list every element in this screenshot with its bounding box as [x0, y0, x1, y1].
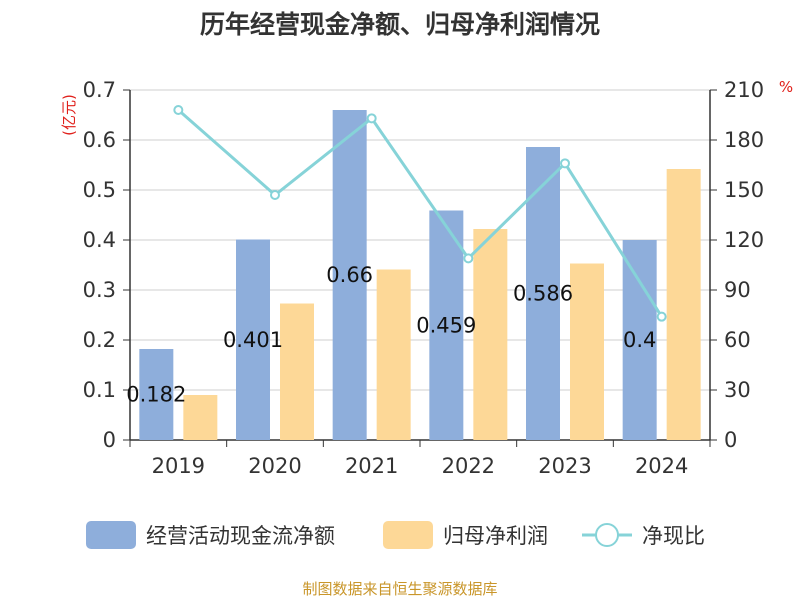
legend-label: 归母净利润: [443, 524, 548, 548]
left-axis-unit: (亿元): [60, 94, 78, 136]
bar: [666, 169, 701, 440]
data-label: 0.459: [416, 313, 476, 337]
bar: [332, 110, 367, 440]
source-note: 制图数据来自恒生聚源数据库: [302, 580, 497, 598]
right-axis-unit: %: [779, 78, 793, 96]
right-axis-tick-label: 150: [724, 178, 764, 202]
bar: [429, 210, 464, 440]
bar: [473, 229, 508, 440]
bars: [139, 110, 701, 440]
x-axis-tick-label: 2020: [248, 454, 301, 478]
data-label: 0.401: [223, 328, 283, 352]
right-axis-tick-label: 210: [724, 78, 764, 102]
right-axis-tick-label: 120: [724, 228, 764, 252]
x-axis-tick-label: 2024: [635, 454, 688, 478]
data-label: 0.182: [126, 383, 186, 407]
legend-marker: [595, 523, 619, 547]
x-axis-tick-label: 2021: [345, 454, 398, 478]
right-axis-tick-label: 60: [724, 328, 751, 352]
axes: 0 0 0.1 30 0.2 60 0.3 90 0.4 120 0.5 150 0.6 180 0.7 21…: [83, 78, 765, 478]
data-label: 0.4: [623, 328, 656, 352]
x-axis-tick-label: 2019: [152, 454, 205, 478]
bar: [236, 239, 270, 440]
left-axis-tick-label: 0.7: [83, 78, 116, 102]
x-axis-tick-label: 2023: [538, 454, 591, 478]
left-axis-tick-label: 0.5: [83, 178, 116, 202]
bar: [280, 303, 314, 440]
legend-swatch: [383, 521, 433, 549]
bar: [183, 395, 218, 440]
data-label: 0.66: [326, 263, 373, 287]
left-axis-tick-label: 0.2: [83, 328, 116, 352]
line-point: [656, 311, 667, 322]
line-point: [173, 105, 184, 115]
line-point: [560, 158, 570, 169]
data-label: 0.586: [513, 282, 573, 306]
bar: [139, 349, 174, 440]
bar: [622, 240, 657, 440]
series-line: [177, 108, 663, 318]
x-axis-tick-label: 2022: [442, 454, 495, 478]
right-axis-tick-label: 30: [724, 378, 751, 402]
bar: [570, 263, 604, 440]
right-axis-tick-label: 0: [724, 428, 737, 452]
left-axis-tick-label: 0.4: [83, 228, 116, 252]
line-point: [366, 113, 377, 124]
legend-label: 净现比: [642, 524, 705, 548]
data-labels: 0.182 0.401 0.66 0.459 0.586 0.4: [126, 263, 656, 407]
legend-swatch: [86, 521, 136, 549]
left-axis-tick-label: 0.1: [83, 378, 116, 402]
chart-title: 历年经营现金净额、归母净利润情况: [200, 10, 600, 39]
ratio-line: [173, 105, 667, 322]
legend-label: 经营活动现金流净额: [146, 524, 335, 548]
legend: 经营活动现金流净额 归母净利润 净现比: [86, 521, 705, 549]
left-axis-tick-label: 0.3: [83, 278, 116, 302]
line-point: [463, 253, 474, 264]
left-axis-tick-label: 0.6: [83, 128, 116, 152]
left-axis-tick-label: 0: [103, 428, 116, 452]
right-axis-tick-label: 90: [724, 278, 751, 302]
right-axis-tick-label: 180: [724, 128, 764, 152]
bar: [376, 269, 411, 440]
line-point: [270, 190, 280, 200]
